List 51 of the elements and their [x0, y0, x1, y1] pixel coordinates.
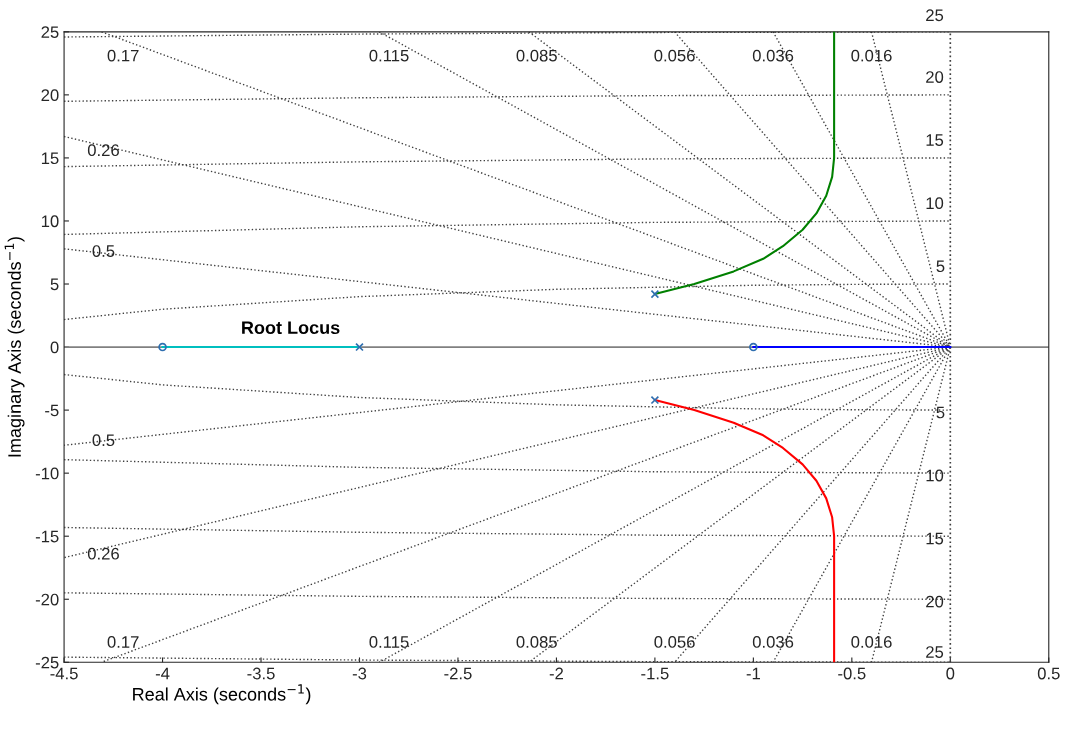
y-tick-label: 25	[41, 26, 59, 39]
annotation: 0.036	[752, 49, 794, 62]
x-tick-label: -4.5	[50, 667, 78, 680]
text: Root Locus	[242, 321, 340, 335]
x-tick-label: -1.5	[641, 667, 669, 680]
y-tick-label: -15	[35, 530, 59, 543]
annotation: 0.26	[87, 547, 119, 560]
annotation: 0.085	[516, 636, 557, 648]
annotation: 0.016	[851, 49, 892, 62]
x-tick-label: -1	[746, 667, 760, 680]
x-axis-title: Real Axis (seconds$^{−1}$)	[133, 684, 311, 705]
annotation: 5	[936, 406, 945, 419]
annotation: 25	[926, 646, 944, 658]
annotation: 0.036	[752, 636, 794, 648]
y-tick-label: 10	[41, 215, 59, 228]
annotation: 0.056	[654, 636, 695, 648]
x-tick-label: -4	[155, 667, 170, 680]
annotation: 15	[926, 532, 944, 545]
y-tick-label: 15	[41, 152, 59, 165]
x-tick-label: 0.5	[1037, 667, 1060, 680]
annotation: 0.5	[92, 245, 115, 257]
x-tick-label: -2.5	[444, 667, 472, 680]
y-tick-label: 0	[50, 341, 59, 354]
annotation: 15	[926, 134, 944, 146]
annotation: 0.17	[107, 49, 139, 62]
y-tick-label: 5	[50, 278, 59, 291]
x-tick-label: 0	[946, 667, 955, 680]
annotation: 0.056	[654, 49, 695, 62]
annotation: 0.016	[851, 636, 892, 648]
annotation: 0.115	[369, 636, 409, 648]
y-tick-label: -20	[35, 593, 59, 606]
x-tick-label: -2	[549, 667, 563, 680]
y-tick-label: -25	[35, 656, 59, 669]
annotation: 20	[926, 71, 944, 83]
annotation: 0.26	[87, 144, 119, 157]
x-tick-label: -0.5	[838, 667, 866, 680]
y-tick-label: 20	[41, 89, 59, 102]
text: 25	[926, 9, 944, 22]
annotation: 5	[936, 260, 945, 273]
x-tick-label: -3.5	[247, 667, 275, 680]
annotation: 0.5	[92, 434, 115, 447]
annotation: 0.115	[369, 49, 409, 62]
y-tick-label: -5	[45, 404, 59, 417]
annotation: 0.17	[107, 636, 139, 648]
y-axis-title: Imaginary Axis (seconds$^{−1}$)	[4, 237, 25, 457]
annotation: 20	[926, 595, 944, 608]
annotation: 10	[926, 469, 944, 482]
annotation: 10	[926, 197, 944, 210]
x-tick-label: -3	[352, 667, 367, 680]
y-tick-label: -10	[35, 467, 59, 480]
annotation: 0.085	[516, 49, 557, 62]
